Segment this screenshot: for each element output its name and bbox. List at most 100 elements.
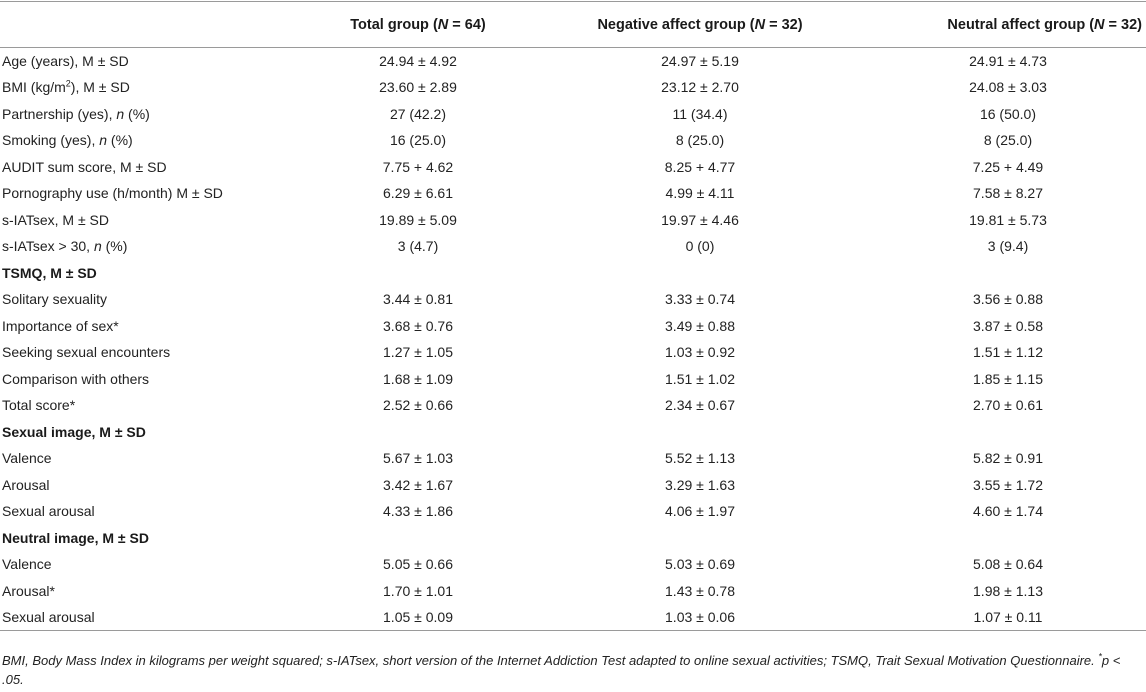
cell-negative-affect-group: 5.52 ± 1.13 xyxy=(665,450,735,467)
cell-negative-affect-group: 23.12 ± 2.70 xyxy=(661,79,739,96)
table-row: Sexual arousal 1.05 ± 0.09 1.03 ± 0.06 1.07… xyxy=(0,604,1146,631)
cell-neutral-affect-group xyxy=(870,260,1146,287)
cell-neutral-affect-group: 16 (50.0) xyxy=(979,105,1037,122)
row-label: AUDIT sum score, M ± SD xyxy=(2,158,167,175)
row-label: Valence xyxy=(2,450,52,467)
header-cell-total-group: Total group (N = 64) xyxy=(306,1,530,48)
cell-total-group: 1.05 ± 0.09 xyxy=(306,604,530,631)
row-label: Age (years), M ± SD xyxy=(2,53,129,69)
cell-total-group: 3.44 ± 0.81 xyxy=(383,291,453,308)
header-cell-label xyxy=(0,1,306,48)
cell-total-group: 16 (25.0) xyxy=(389,132,447,149)
cell-neutral-affect-group: 24.91 ± 4.73 xyxy=(969,53,1047,69)
table-body: Age (years), M ± SD 24.94 ± 4.92 24.97 ± 5… xyxy=(0,48,1146,631)
cell-negative-affect-group: 3.29 ± 1.63 xyxy=(665,476,735,493)
cell-negative-affect-group: 2.34 ± 0.67 xyxy=(665,397,735,414)
cell-negative-affect-group: 11 (34.4) xyxy=(672,105,728,122)
cell-neutral-affect-group: 3 (9.4) xyxy=(987,238,1029,255)
cell-total-group xyxy=(306,419,530,446)
cell-neutral-affect-group: 3.55 ± 1.72 xyxy=(973,476,1043,493)
cell-total-group xyxy=(306,260,530,287)
table-row: AUDIT sum score, M ± SD 7.75 + 4.62 8.25 +… xyxy=(0,154,1146,181)
table-row: s-IATsex, M ± SD 19.89 ± 5.09 19.97 ± 4.46… xyxy=(0,207,1146,234)
cell-negative-affect-group: 1.51 ± 1.02 xyxy=(665,370,735,387)
cell-neutral-affect-group: 7.25 + 4.49 xyxy=(972,158,1044,175)
cell-negative-affect-group: 1.03 ± 0.92 xyxy=(665,344,735,361)
cell-total-group: 4.33 ± 1.86 xyxy=(383,503,453,520)
cell-neutral-affect-group: 5.82 ± 0.91 xyxy=(973,450,1043,467)
section-heading: Sexual image, M ± SD xyxy=(2,423,146,440)
cell-neutral-affect-group xyxy=(870,419,1146,446)
table-header: Total group (N = 64) Negative affect gro… xyxy=(0,1,1146,48)
cell-negative-affect-group: 3.33 ± 0.74 xyxy=(665,291,735,308)
cell-neutral-affect-group: 24.08 ± 3.03 xyxy=(969,79,1047,96)
table-row: Valence 5.67 ± 1.03 5.52 ± 1.13 5.82 ± 0.91 xyxy=(0,445,1146,472)
table-footnote: BMI, Body Mass Index in kilograms per we… xyxy=(2,651,1121,687)
cell-total-group xyxy=(306,525,530,552)
cell-negative-affect-group: 4.99 ± 4.11 xyxy=(665,185,735,202)
cell-neutral-affect-group: 1.85 ± 1.15 xyxy=(973,370,1043,387)
table-row: Solitary sexuality 3.44 ± 0.81 3.33 ± 0.74… xyxy=(0,286,1146,313)
header-cell-neutral-affect-group: Neutral affect group (N = 32) xyxy=(870,1,1146,48)
row-label: Arousal xyxy=(2,476,50,493)
cell-negative-affect-group: 1.43 ± 0.78 xyxy=(665,582,735,599)
cell-negative-affect-group: 4.06 ± 1.97 xyxy=(665,503,735,520)
table-row: Arousal* 1.70 ± 1.01 1.43 ± 0.78 1.98 ± 1.1… xyxy=(0,578,1146,605)
table-row: Seeking sexual encounters 1.27 ± 1.05 1.03… xyxy=(0,339,1146,366)
cell-total-group: 3.68 ± 0.76 xyxy=(383,317,453,334)
row-label: Arousal* xyxy=(2,582,55,599)
row-label: Partnership (yes), n (%) xyxy=(2,105,150,122)
row-label: Comparison with others xyxy=(2,370,150,387)
cell-total-group: 6.29 ± 6.61 xyxy=(383,185,453,202)
cell-negative-affect-group: 19.97 ± 4.46 xyxy=(661,211,739,228)
cell-negative-affect-group xyxy=(530,260,870,287)
row-label: Solitary sexuality xyxy=(2,291,108,308)
cell-neutral-affect-group: 2.70 ± 0.61 xyxy=(973,397,1043,414)
table-row: s-IATsex > 30, n (%) 3 (4.7) 0 (0) 3 (9.4) xyxy=(0,233,1146,260)
cell-negative-affect-group: 3.49 ± 0.88 xyxy=(665,317,735,334)
cell-negative-affect-group xyxy=(530,525,870,552)
cell-neutral-affect-group: 19.81 ± 5.73 xyxy=(969,211,1047,228)
cell-negative-affect-group: 0 (0) xyxy=(685,238,715,255)
cell-total-group: 19.89 ± 5.09 xyxy=(379,211,457,228)
cell-total-group: 27 (42.2) xyxy=(389,105,447,122)
table-row: Comparison with others 1.68 ± 1.09 1.51 ± … xyxy=(0,366,1146,393)
cell-negative-affect-group: 8 (25.0) xyxy=(675,132,725,149)
row-label: Valence xyxy=(2,556,52,573)
cell-negative-affect-group: 24.97 ± 5.19 xyxy=(661,53,739,69)
cell-negative-affect-group: 8.25 + 4.77 xyxy=(664,158,736,175)
row-label: Total score* xyxy=(2,397,76,414)
table-row: Pornography use (h/month) M ± SD 6.29 ± 6… xyxy=(0,180,1146,207)
cell-total-group: 2.52 ± 0.66 xyxy=(383,397,453,414)
cell-total-group: 3.42 ± 1.67 xyxy=(383,476,453,493)
row-label: Sexual arousal xyxy=(2,503,95,520)
section-row: Sexual image, M ± SD xyxy=(0,419,1146,446)
row-label: BMI (kg/m2), M ± SD xyxy=(2,78,130,96)
cell-total-group: 3 (4.7) xyxy=(397,238,439,255)
cell-total-group: 24.94 ± 4.92 xyxy=(379,53,457,69)
section-heading: TSMQ, M ± SD xyxy=(2,264,97,281)
table-row: Age (years), M ± SD 24.94 ± 4.92 24.97 ± 5… xyxy=(0,48,1146,75)
cell-negative-affect-group: 1.03 ± 0.06 xyxy=(530,604,870,631)
demographics-table: Total group (N = 64) Negative affect gro… xyxy=(0,1,1146,631)
table-row: Smoking (yes), n (%) 16 (25.0) 8 (25.0) 8 (… xyxy=(0,127,1146,154)
cell-neutral-affect-group: 1.51 ± 1.12 xyxy=(973,344,1043,361)
row-label: Sexual arousal xyxy=(0,604,306,631)
table-row: Sexual arousal 4.33 ± 1.86 4.06 ± 1.97 4.60… xyxy=(0,498,1146,525)
row-label: s-IATsex, M ± SD xyxy=(2,211,109,228)
cell-total-group: 1.70 ± 1.01 xyxy=(383,582,453,599)
cell-total-group: 5.67 ± 1.03 xyxy=(383,450,453,467)
cell-total-group: 1.27 ± 1.05 xyxy=(383,344,453,361)
cell-negative-affect-group: 5.03 ± 0.69 xyxy=(665,556,735,573)
cell-neutral-affect-group: 8 (25.0) xyxy=(983,132,1033,149)
table-row: Valence 5.05 ± 0.66 5.03 ± 0.69 5.08 ± 0.64 xyxy=(0,551,1146,578)
row-label: Smoking (yes), n (%) xyxy=(2,132,133,149)
cell-neutral-affect-group xyxy=(870,525,1146,552)
table-row: Arousal 3.42 ± 1.67 3.29 ± 1.63 3.55 ± 1.72 xyxy=(0,472,1146,499)
row-label: s-IATsex > 30, n (%) xyxy=(2,238,128,255)
cell-neutral-affect-group: 1.07 ± 0.11 xyxy=(870,604,1146,631)
cell-total-group: 23.60 ± 2.89 xyxy=(379,79,457,96)
row-label: Importance of sex* xyxy=(2,317,119,334)
section-row: Neutral image, M ± SD xyxy=(0,525,1146,552)
